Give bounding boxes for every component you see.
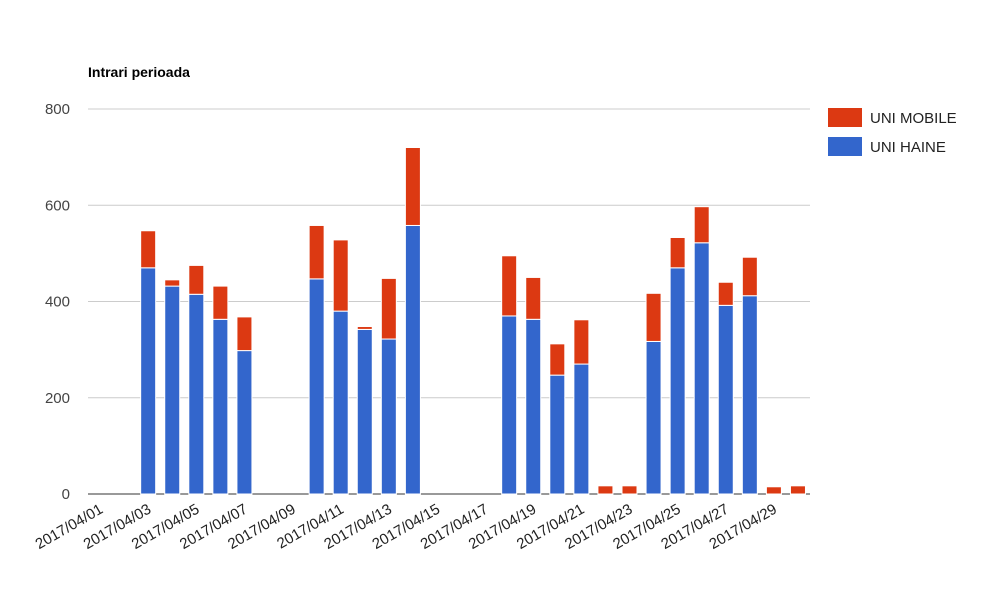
- bar-uni-mobile: [789, 485, 806, 495]
- bar-uni-haine: [669, 267, 686, 495]
- legend-swatch: [828, 108, 862, 127]
- bar-uni-mobile: [693, 206, 710, 244]
- bar-uni-mobile: [236, 316, 253, 352]
- bar-uni-mobile: [380, 277, 397, 340]
- bar-uni-haine: [212, 318, 229, 495]
- chart-title: Intrari perioada: [88, 64, 190, 80]
- bar-uni-mobile: [212, 285, 229, 320]
- y-tick-label: 0: [62, 486, 70, 503]
- bar-uni-mobile: [717, 281, 734, 306]
- bar-uni-mobile: [356, 326, 373, 330]
- y-tick-label: 200: [45, 390, 70, 407]
- legend-label: UNI MOBILE: [870, 110, 957, 127]
- bar-uni-mobile: [645, 292, 662, 342]
- bar-uni-mobile: [549, 343, 566, 376]
- bar-uni-haine: [573, 363, 590, 495]
- bar-uni-haine: [164, 285, 181, 495]
- bar-uni-mobile: [573, 319, 590, 365]
- bar-uni-mobile: [164, 279, 181, 287]
- legend-swatch: [828, 137, 862, 156]
- bar-uni-mobile: [308, 224, 325, 280]
- bar-uni-haine: [501, 315, 518, 495]
- bar-uni-mobile: [140, 230, 157, 269]
- bar-uni-mobile: [332, 239, 349, 312]
- bar-uni-mobile: [669, 236, 686, 269]
- y-tick-label: 800: [45, 101, 70, 118]
- bar-uni-haine: [236, 350, 253, 495]
- y-tick-label: 400: [45, 294, 70, 311]
- bar-uni-haine: [549, 374, 566, 495]
- bar-uni-mobile: [765, 486, 782, 495]
- bar-uni-mobile: [188, 264, 205, 295]
- bar-uni-haine: [741, 295, 758, 495]
- bar-uni-mobile: [525, 276, 542, 320]
- legend-label: UNI HAINE: [870, 139, 946, 156]
- bar-uni-haine: [645, 340, 662, 495]
- bar-uni-mobile: [597, 485, 614, 495]
- bar-uni-haine: [380, 338, 397, 495]
- y-tick-label: 600: [45, 197, 70, 214]
- bar-uni-haine: [404, 224, 421, 495]
- bar-uni-mobile: [501, 255, 518, 317]
- bar-uni-haine: [693, 242, 710, 495]
- bar-uni-mobile: [404, 147, 421, 226]
- bar-uni-mobile: [741, 256, 758, 297]
- bar-uni-haine: [356, 328, 373, 495]
- bar-uni-haine: [525, 318, 542, 495]
- bar-uni-haine: [188, 293, 205, 495]
- bar-uni-haine: [332, 310, 349, 495]
- bar-uni-haine: [308, 278, 325, 495]
- bar-uni-haine: [140, 267, 157, 495]
- bar-uni-haine: [717, 304, 734, 495]
- bar-uni-mobile: [621, 485, 638, 495]
